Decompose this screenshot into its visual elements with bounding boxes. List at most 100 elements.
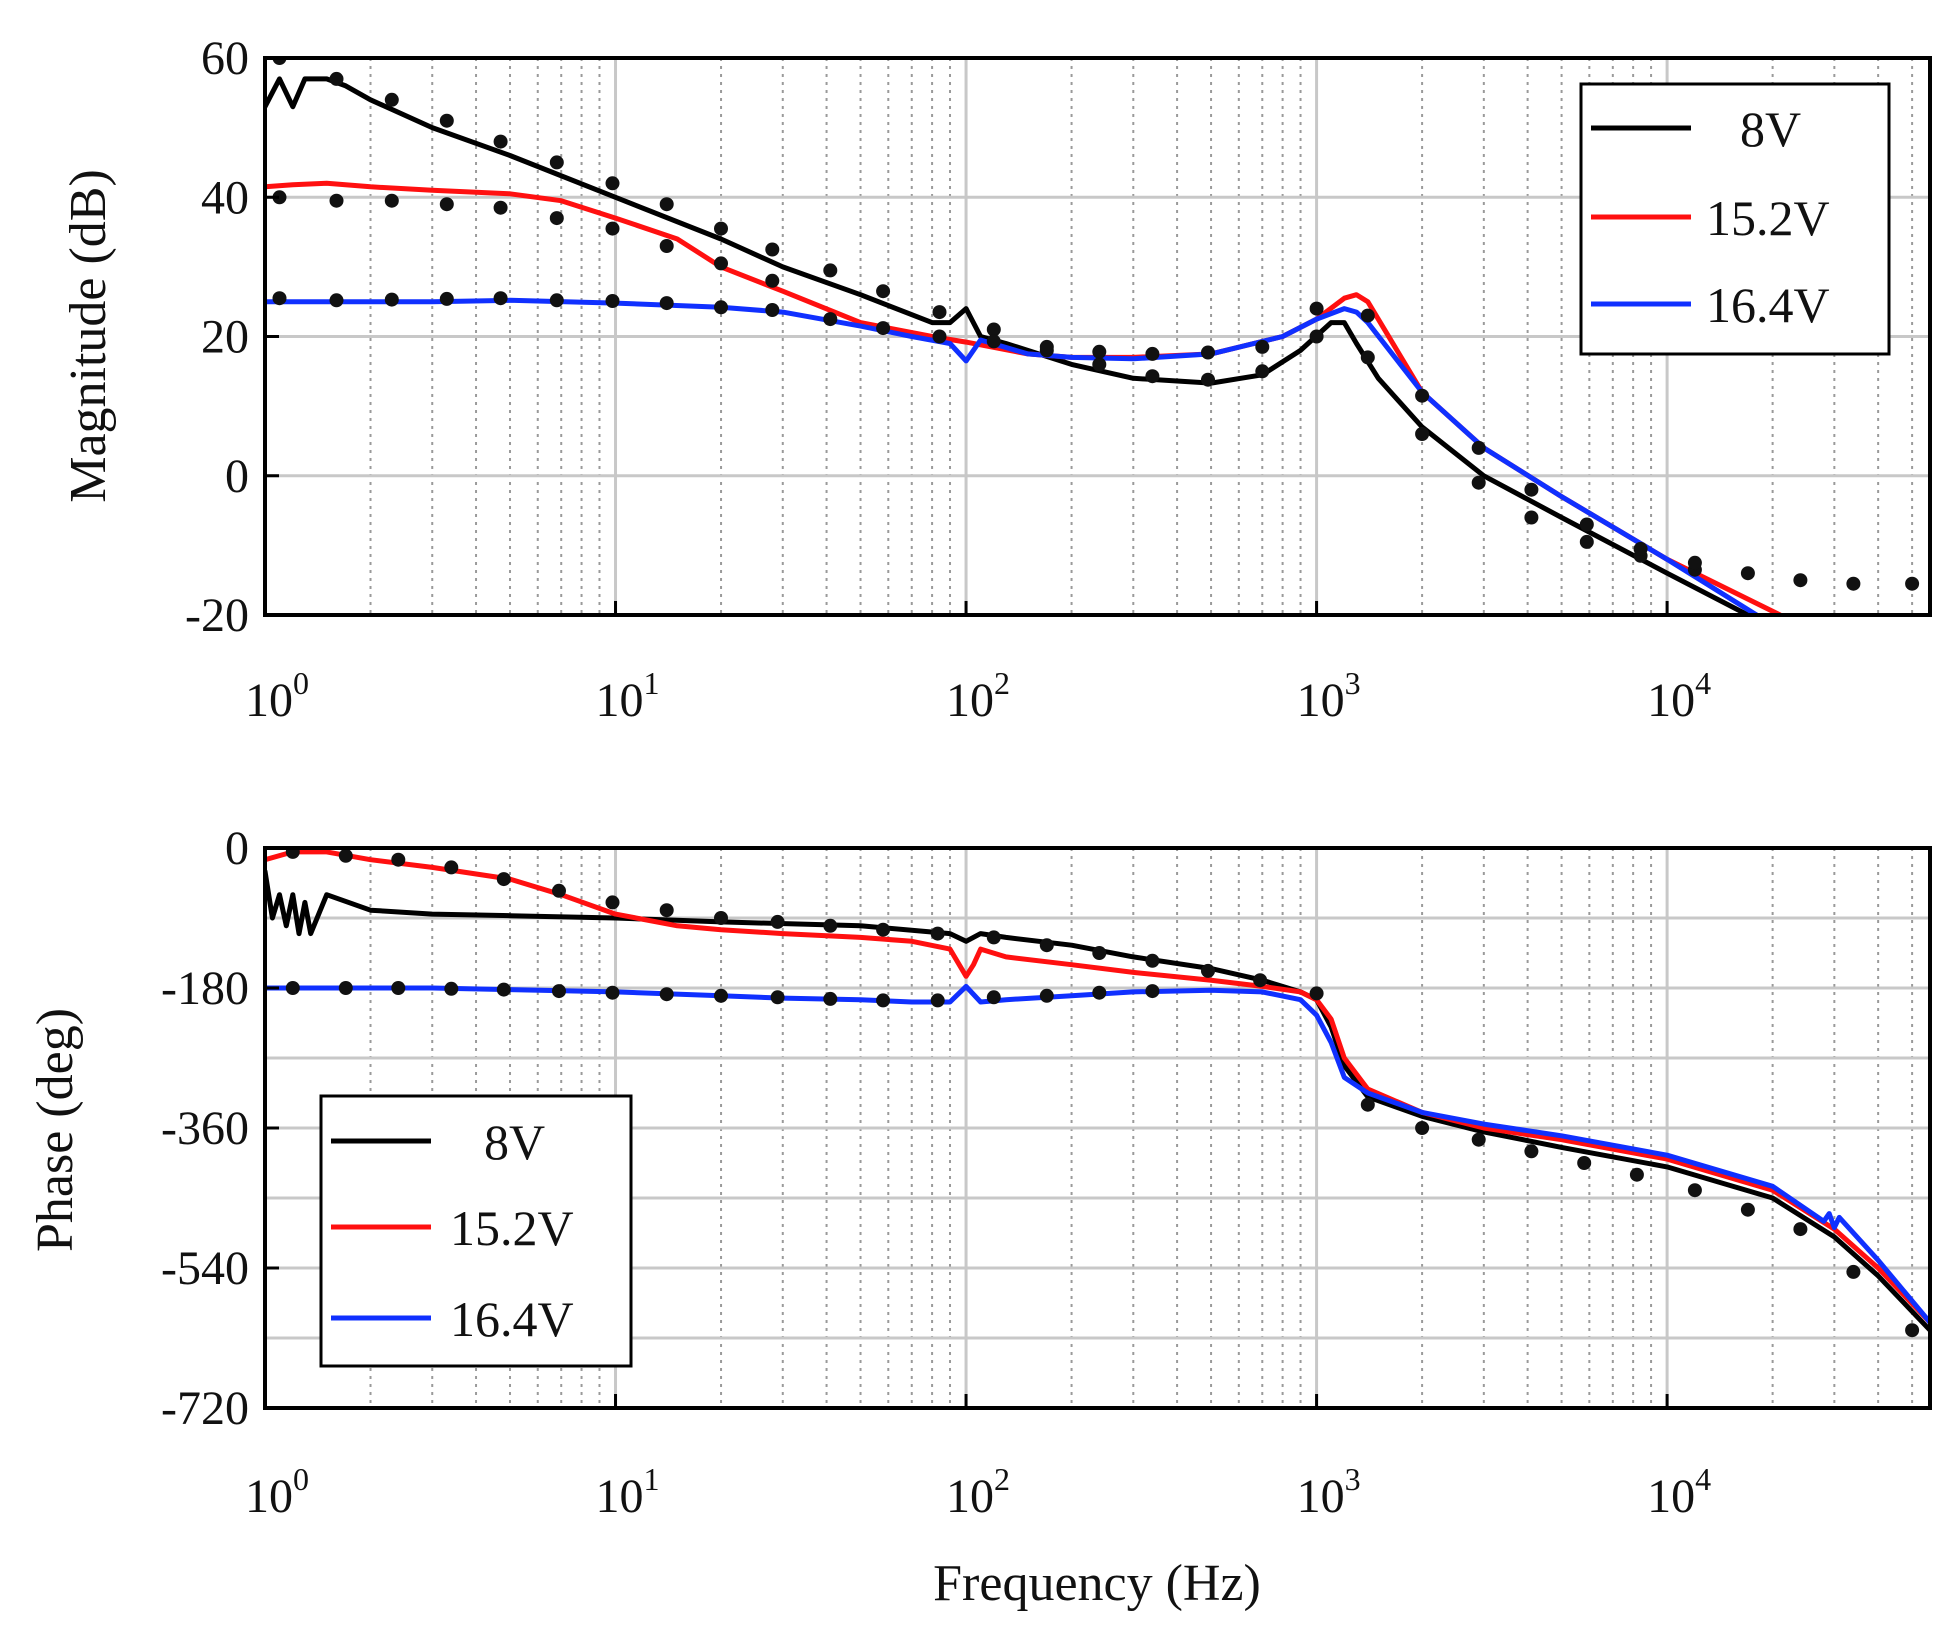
y-tick-label: -540 xyxy=(161,1242,249,1295)
x-tick-label: 101 xyxy=(596,665,660,727)
phase-x-tick-labels: 100 101 102 103 104 xyxy=(245,1394,1711,1523)
series-marker-8v xyxy=(338,848,353,863)
series-marker-8v xyxy=(930,926,945,941)
series-marker-15-2v xyxy=(765,273,780,288)
series-marker-8v xyxy=(493,134,508,149)
series-marker-8v xyxy=(1360,1097,1375,1112)
series-marker-8v xyxy=(1039,938,1054,953)
magnitude-y-axis-title: Magnitude (dB) xyxy=(60,169,117,503)
series-marker-16-4v xyxy=(439,291,454,306)
y-tick-label: 60 xyxy=(201,32,249,85)
series-marker-8v xyxy=(823,263,838,278)
series-marker-16-4v xyxy=(986,334,1001,349)
x-tick-label: 104 xyxy=(1647,1461,1711,1523)
series-marker-15-2v xyxy=(272,190,287,205)
series-line-15-2v xyxy=(265,849,1930,1325)
series-marker-16-4v xyxy=(1092,985,1107,1000)
series-marker-16-4v xyxy=(1145,984,1160,999)
magnitude-legend-label-8v: 8V xyxy=(1740,101,1801,157)
series-marker-16-4v xyxy=(1309,329,1324,344)
series-marker-16-4v xyxy=(1687,555,1702,570)
series-marker-8v xyxy=(439,113,454,128)
series-marker-16-4v xyxy=(496,982,511,997)
series-marker-16-4v xyxy=(549,293,564,308)
series-marker-16-4v xyxy=(1524,482,1539,497)
phase-legend-label-16-4v: 16.4V xyxy=(450,1291,574,1347)
series-line-15-2v xyxy=(265,180,1783,615)
phase-series-group xyxy=(265,848,1930,1338)
series-marker-8v xyxy=(444,860,459,875)
series-marker-8v xyxy=(1092,946,1107,960)
series-marker-8v xyxy=(659,197,674,212)
series-marker-16-4v xyxy=(1039,339,1054,354)
series-marker-15-2v xyxy=(384,193,399,208)
series-marker-16-4v xyxy=(1471,440,1486,455)
series-marker-16-4v xyxy=(552,984,566,999)
series-marker-15-2v xyxy=(549,211,564,226)
series-marker-16-4v xyxy=(605,294,620,308)
series-marker-16-4v xyxy=(384,292,399,307)
x-tick-label: 103 xyxy=(1297,1461,1361,1523)
series-marker-16-4v xyxy=(659,987,674,1002)
series-marker-8v xyxy=(1524,1144,1539,1159)
series-marker-16-4v xyxy=(823,991,838,1006)
series-marker-8v xyxy=(932,305,947,320)
x-tick-label: 101 xyxy=(596,1461,660,1523)
magnitude-y-tick-labels: -20 0 20 40 60 xyxy=(185,32,279,642)
series-marker-8v xyxy=(986,930,1001,945)
series-marker-8v xyxy=(1629,1167,1644,1182)
phase-panel: -720 -540 -360 -180 0 100 101 102 103 104 Phase … xyxy=(27,822,1932,1612)
series-marker-16-4v xyxy=(272,291,287,306)
series-marker-8v xyxy=(605,895,620,910)
series-marker-8v xyxy=(1145,953,1160,968)
series-marker-8v xyxy=(1471,1132,1486,1147)
series-marker-8v xyxy=(391,852,406,867)
x-tick-label: 103 xyxy=(1297,665,1361,727)
series-marker-16-4v xyxy=(770,990,785,1005)
magnitude-legend-label-15-2v: 15.2V xyxy=(1706,190,1830,246)
series-marker-16-4v xyxy=(285,981,300,995)
x-tick-label: 104 xyxy=(1647,665,1711,727)
magnitude-panel: -20 0 20 40 60 100 101 102 103 104 Magnitude (dB… xyxy=(60,32,1932,727)
phase-legend: 8V 15.2V 16.4V xyxy=(319,1094,633,1368)
series-marker-15-2v xyxy=(605,221,620,236)
series-marker-8v xyxy=(1360,350,1375,365)
series-marker-16-4v xyxy=(1360,308,1375,323)
plot-area xyxy=(265,848,1930,1338)
series-marker-15-2v xyxy=(714,256,728,271)
series-marker-8v xyxy=(1092,357,1107,372)
x-tick-label: 102 xyxy=(946,665,1010,727)
series-marker-16-4v xyxy=(714,988,728,1003)
series-marker-16-4v xyxy=(493,291,508,306)
series-marker-15-2v xyxy=(659,239,674,253)
series-marker-16-4v xyxy=(1793,573,1808,588)
y-tick-label: -360 xyxy=(161,1102,249,1155)
series-marker-16-4v xyxy=(659,296,674,311)
series-marker-8v xyxy=(1201,372,1215,387)
series-marker-16-4v xyxy=(876,993,891,1008)
x-tick-label: 100 xyxy=(245,1461,309,1523)
series-marker-16-4v xyxy=(1039,988,1054,1003)
series-marker-8v xyxy=(605,176,620,191)
series-marker-16-4v xyxy=(1579,517,1594,532)
series-marker-15-2v xyxy=(439,197,454,212)
series-marker-16-4v xyxy=(1905,576,1920,591)
series-marker-16-4v xyxy=(1846,576,1861,591)
series-marker-8v xyxy=(765,242,780,257)
magnitude-legend-label-16-4v: 16.4V xyxy=(1706,277,1830,333)
y-tick-label: 20 xyxy=(201,311,249,364)
series-marker-8v xyxy=(1309,301,1324,316)
series-marker-8v xyxy=(1905,1323,1920,1338)
magnitude-legend: 8V 15.2V 16.4V xyxy=(1579,82,1891,356)
series-marker-8v xyxy=(1201,963,1215,978)
series-marker-16-4v xyxy=(329,293,344,308)
series-marker-16-4v xyxy=(1145,346,1160,361)
y-tick-label: 0 xyxy=(225,822,249,875)
phase-y-tick-labels: -720 -540 -360 -180 0 xyxy=(161,822,279,1435)
series-line-16-4v xyxy=(265,297,1760,615)
series-marker-8v xyxy=(1846,1264,1861,1279)
series-marker-8v xyxy=(1577,1156,1592,1170)
y-tick-label: -180 xyxy=(161,962,249,1015)
series-marker-16-4v xyxy=(1740,566,1755,581)
